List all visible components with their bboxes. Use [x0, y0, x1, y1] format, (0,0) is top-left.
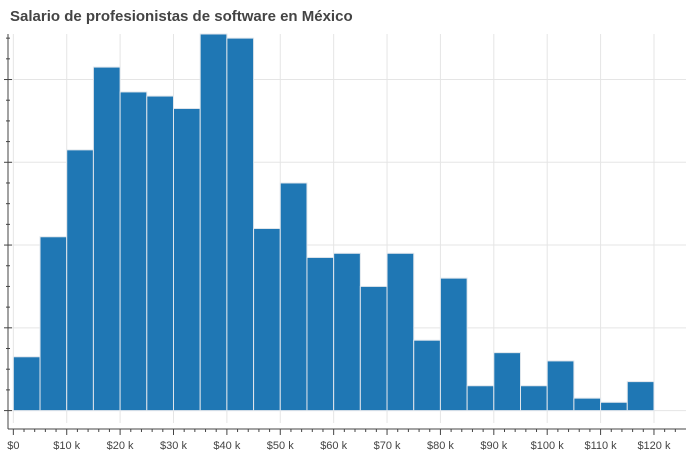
histogram-bar	[12, 356, 41, 412]
histogram-bar	[573, 397, 602, 412]
x-tick-label: $110 k	[584, 440, 617, 452]
chart-title: Salario de profesionistas de software en…	[10, 8, 353, 25]
histogram-bar	[439, 277, 468, 412]
histogram-bar	[253, 228, 281, 412]
histogram-bar	[39, 236, 68, 412]
histogram-bar	[119, 91, 148, 412]
axes: $0 $10 k $20 k $30 k $40 k $50 k $60 k $70 k $80…	[4, 34, 686, 452]
histogram-bar	[600, 401, 628, 412]
histogram-bars	[12, 33, 655, 412]
histogram-bar	[199, 33, 228, 412]
histogram-bar	[306, 256, 335, 412]
x-tick-label: $60 k	[320, 440, 347, 452]
histogram-bar	[172, 107, 201, 412]
x-tick-label: $50 k	[267, 440, 294, 452]
x-tick-label: $0	[7, 440, 19, 452]
histogram-bar	[279, 182, 308, 412]
x-tick-label: $70 k	[374, 440, 401, 452]
x-tick-label: $10 k	[53, 440, 80, 452]
x-tick-label: $100 k	[531, 440, 565, 452]
histogram-bar	[66, 149, 94, 412]
histogram-bar	[226, 37, 255, 412]
x-tick-label: $80 k	[427, 440, 454, 452]
histogram-bar	[520, 385, 548, 412]
histogram-bar	[413, 339, 441, 412]
x-tick-label: $40 k	[213, 440, 240, 452]
x-tick-label: $90 k	[480, 440, 507, 452]
histogram-bar	[546, 360, 575, 412]
x-tick-label: $20 k	[107, 440, 134, 452]
histogram-bar	[146, 95, 174, 412]
histogram-bar	[493, 352, 522, 412]
histogram-bar	[92, 66, 121, 412]
histogram-bar	[359, 285, 388, 412]
x-tick-label: $30 k	[160, 440, 187, 452]
x-tick-label: $120 k	[637, 440, 671, 452]
histogram-bar	[466, 385, 495, 412]
histogram-bar	[386, 252, 415, 412]
histogram-bar	[626, 381, 655, 412]
histogram-bar	[333, 252, 361, 412]
